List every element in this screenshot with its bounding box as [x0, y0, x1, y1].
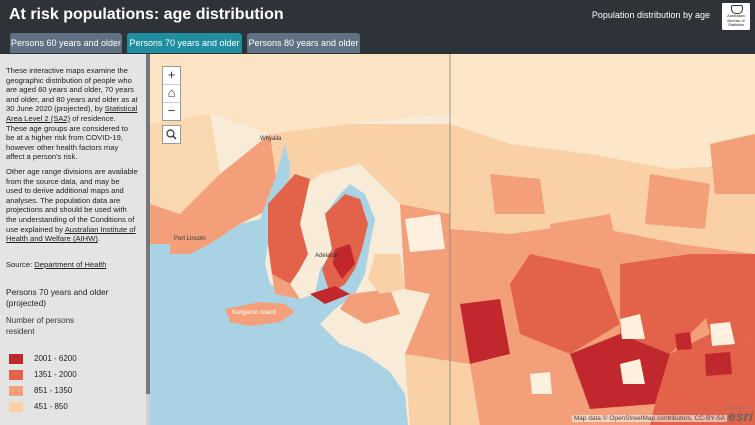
legend-swatch [9, 354, 23, 364]
sa2-region [405, 354, 480, 425]
place-label: Adelaide [315, 253, 339, 259]
sa2-region [620, 359, 645, 384]
desc-text: . [97, 234, 100, 244]
sa2-region [570, 334, 670, 409]
sa2-region [710, 134, 755, 194]
page-subtitle: Population distribution by age [591, 10, 710, 20]
legend-label: 1351 - 2000 [34, 370, 77, 379]
tab-bar: Persons 60 years and older Persons 70 ye… [0, 33, 755, 54]
sa2-region [690, 254, 755, 344]
sa2-region [170, 234, 210, 254]
sa2-region [450, 54, 755, 169]
description-paragraph-2: Other age range divisions are available … [6, 167, 138, 244]
sa2-region [645, 174, 710, 229]
abs-logo: Australian Bureau of Statistics [722, 3, 750, 30]
description: These interactive maps examine the geogr… [6, 66, 138, 249]
sa2-region [470, 354, 590, 425]
legend-swatch [9, 370, 23, 380]
choropleth-map[interactable] [150, 54, 755, 425]
sa2-region [530, 372, 552, 394]
desc-text: Other age range divisions are available … [6, 166, 138, 234]
place-label: Kangaroo Island [232, 310, 276, 316]
zoom-in-button[interactable]: + [163, 67, 180, 85]
home-button[interactable]: ⌂ [163, 85, 180, 103]
desc-text: These interactive maps examine the geogr… [6, 66, 138, 114]
powered-by-label: POWERED BY [723, 405, 751, 410]
sa2-region [710, 322, 735, 346]
legend-swatch [9, 402, 23, 412]
description-paragraph-1: These interactive maps examine the geogr… [6, 66, 138, 162]
page-title: At risk populations: age distribution [9, 6, 284, 23]
sa2-region [340, 289, 400, 324]
legend: Persons 70 years and older (projected) N… [6, 287, 138, 412]
department-of-health-link[interactable]: Department of Health [34, 260, 107, 269]
sa2-region [272, 274, 300, 299]
sidebar-scrollbar-thumb[interactable] [146, 54, 150, 394]
sa2-region [368, 254, 405, 294]
kangaroo-island [225, 302, 295, 326]
aihw-link[interactable]: Australian Institute of Health and Welfa… [6, 224, 136, 244]
sa2-region [675, 332, 692, 350]
sa2-region [322, 194, 368, 294]
sa2-region [405, 214, 445, 252]
sidebar: These interactive maps examine the geogr… [0, 54, 148, 425]
legend-title: Persons 70 years and older (projected) [6, 287, 109, 308]
sa2-region [460, 299, 510, 364]
legend-label: 451 - 850 [34, 402, 68, 411]
sa2-link[interactable]: Statistical Area Level 2 (SA2) [6, 104, 138, 123]
zoom-out-button[interactable]: − [167, 103, 176, 118]
zoom-controls: + ⌂ − [162, 66, 181, 121]
tab-persons-60[interactable]: Persons 60 years and older [10, 33, 122, 53]
legend-label: 2001 - 6200 [34, 354, 77, 363]
sa2-region [150, 54, 450, 134]
legend-swatch [9, 386, 23, 396]
sa2-region [150, 134, 280, 244]
tab-persons-70[interactable]: Persons 70 years and older [127, 33, 242, 53]
source-label: Source: [6, 260, 35, 269]
sa2-region [620, 314, 645, 339]
coat-of-arms-icon [731, 5, 743, 14]
sa2-region [333, 244, 355, 279]
app-header: At risk populations: age distribution Po… [0, 0, 755, 33]
place-label: Port Lincoln [174, 236, 206, 242]
esri-logo: esri [728, 408, 753, 424]
sa2-region [705, 352, 732, 376]
tab-persons-80[interactable]: Persons 80 years and older [247, 33, 360, 53]
sa2-region [490, 174, 545, 214]
search-icon [166, 129, 177, 140]
sa2-region [310, 286, 350, 304]
place-label: Whyalla [260, 136, 282, 142]
sa2-region [510, 254, 620, 354]
source-line: Source: Department of Health [6, 260, 106, 269]
legend-subtitle: Number of persons resident [6, 316, 75, 336]
legend-label: 851 - 1350 [34, 386, 73, 395]
map-view[interactable]: Whyalla Port Lincoln Adelaide Kangaroo I… [150, 54, 755, 425]
search-button[interactable] [162, 125, 181, 144]
sa2-region [268, 174, 310, 284]
desc-text: of residence. These age groups are consi… [6, 113, 129, 162]
map-attribution: Map data © OpenStreetMap contributors, C… [571, 415, 727, 422]
logo-text: Australian Bureau of Statistics [727, 13, 745, 27]
